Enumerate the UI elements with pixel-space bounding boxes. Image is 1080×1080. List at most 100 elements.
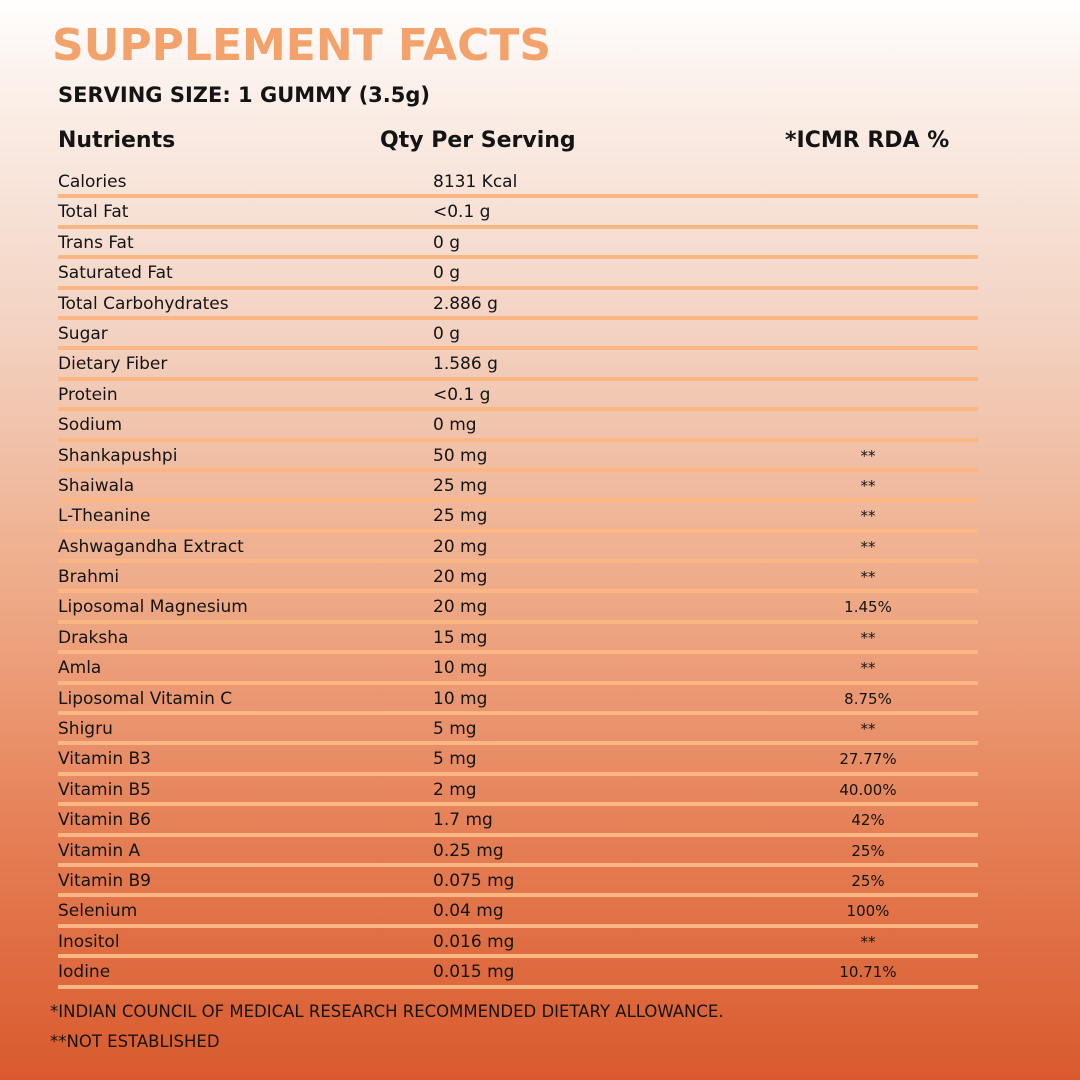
table-row: Total Carbohydrates 2.886 g — [0, 290, 1080, 320]
table-row: Iodine 0.015 mg 10.71% — [0, 958, 1080, 989]
table-row: Total Fat <0.1 g — [0, 198, 1080, 229]
nutrient-rda: ** — [860, 446, 876, 465]
nutrient-name: Calories — [58, 172, 127, 192]
page-title: SUPPLEMENT FACTS — [52, 20, 552, 71]
nutrient-name: Liposomal Magnesium — [58, 597, 248, 618]
nutrient-qty: 0.075 mg — [433, 870, 515, 891]
nutrient-name: Vitamin B9 — [58, 870, 152, 891]
table-row: Liposomal Vitamin C 10 mg 8.75% — [0, 685, 1080, 716]
table-row: Sugar 0 g — [0, 320, 1080, 351]
nutrient-qty: 2.886 g — [433, 293, 498, 314]
nutrient-qty: 0.25 mg — [433, 840, 504, 861]
nutrient-name: Selenium — [58, 901, 138, 922]
row-divider — [58, 255, 978, 260]
footnote-not-established: **NOT ESTABLISHED — [50, 1032, 220, 1051]
nutrient-rda: 25% — [851, 841, 885, 860]
nutrient-name: Brahmi — [58, 567, 120, 588]
row-divider — [58, 984, 978, 989]
table-row: Shaiwala 25 mg ** — [0, 472, 1080, 503]
table-row: L-Theanine 25 mg ** — [0, 502, 1080, 533]
nutrient-qty: 0.016 mg — [433, 931, 515, 952]
nutrient-qty: 10 mg — [433, 658, 488, 679]
nutrient-name: Vitamin B5 — [58, 779, 152, 800]
nutrient-qty: 10 mg — [433, 688, 488, 709]
nutrient-name: Sodium — [58, 415, 123, 436]
nutrient-name: Total Fat — [58, 202, 129, 223]
nutrient-rda: 100% — [846, 902, 890, 921]
nutrient-rda: 8.75% — [844, 689, 892, 708]
row-divider — [58, 437, 978, 442]
nutrient-name: Total Carbohydrates — [58, 293, 229, 314]
nutrient-rda: ** — [860, 476, 876, 495]
nutrient-name: Saturated Fat — [58, 263, 173, 284]
table-row: Inositol 0.016 mg ** — [0, 928, 1080, 959]
nutrient-name: Dietary Fiber — [58, 354, 168, 375]
row-divider — [58, 862, 978, 867]
row-divider — [58, 528, 978, 533]
footnote-icmr: *INDIAN COUNCIL OF MEDICAL RESEARCH RECO… — [50, 1002, 724, 1021]
table-row: Dietary Fiber 1.586 g — [0, 350, 1080, 381]
row-divider — [58, 711, 978, 716]
table-row: Selenium 0.04 mg 100% — [0, 897, 1080, 928]
nutrient-qty: 0 g — [433, 263, 461, 284]
table-row: Trans Fat 0 g — [0, 229, 1080, 260]
nutrient-qty: 0.04 mg — [433, 901, 504, 922]
column-header-rda: *ICMR RDA % — [785, 128, 950, 153]
row-divider — [58, 589, 978, 594]
nutrient-rda: ** — [860, 932, 876, 951]
nutrient-rda: ** — [860, 568, 876, 587]
nutrient-rda: 27.77% — [839, 750, 897, 769]
row-divider — [58, 619, 978, 624]
nutrient-qty: 0 g — [433, 232, 461, 253]
nutrient-name: Liposomal Vitamin C — [58, 688, 233, 709]
table-row: Ashwagandha Extract 20 mg ** — [0, 533, 1080, 564]
nutrient-qty: 5 mg — [433, 749, 477, 770]
row-divider — [58, 802, 978, 807]
nutrient-rda: 42% — [851, 811, 885, 830]
row-divider — [58, 893, 978, 898]
table-row: Vitamin B6 1.7 mg 42% — [0, 806, 1080, 837]
nutrient-rda: ** — [860, 507, 876, 526]
row-divider — [58, 224, 978, 229]
table-header: Nutrients Qty Per Serving *ICMR RDA % — [0, 124, 1080, 160]
nutrient-rda: ** — [860, 537, 876, 556]
row-divider — [58, 376, 978, 381]
nutrient-name: Draksha — [58, 627, 129, 648]
nutrient-qty: 0.015 mg — [433, 962, 515, 983]
nutrient-rda: 25% — [851, 871, 885, 890]
table-row: Amla 10 mg ** — [0, 654, 1080, 685]
nutrient-name: Iodine — [58, 962, 111, 983]
nutrient-qty: 2 mg — [433, 779, 477, 800]
row-divider — [58, 346, 978, 351]
nutrient-qty: <0.1 g — [433, 202, 491, 223]
nutrient-qty: 1.7 mg — [433, 810, 493, 831]
nutrient-qty: 25 mg — [433, 475, 488, 496]
nutrient-name: Protein — [58, 384, 118, 405]
row-divider — [58, 315, 978, 320]
nutrient-table: Calories 8131 Kcal Total Fat <0.1 g Trans Fa… — [0, 168, 1080, 989]
table-row: Brahmi 20 mg ** — [0, 563, 1080, 594]
table-row: Vitamin B3 5 mg 27.77% — [0, 745, 1080, 776]
row-divider — [58, 467, 978, 472]
nutrient-qty: 25 mg — [433, 506, 488, 527]
nutrient-name: Inositol — [58, 931, 120, 952]
nutrient-qty: 50 mg — [433, 445, 488, 466]
nutrient-rda: ** — [860, 628, 876, 647]
column-header-nutrients: Nutrients — [58, 128, 176, 153]
nutrient-rda: 10.71% — [839, 963, 897, 982]
nutrient-qty: 15 mg — [433, 627, 488, 648]
table-row: Vitamin A 0.25 mg 25% — [0, 837, 1080, 867]
nutrient-rda: 1.45% — [844, 598, 892, 617]
nutrient-qty: <0.1 g — [433, 384, 491, 405]
column-header-qty: Qty Per Serving — [380, 128, 576, 153]
row-divider — [58, 680, 978, 685]
row-divider — [58, 923, 978, 928]
nutrient-name: Vitamin B6 — [58, 810, 152, 831]
table-row: Vitamin B5 2 mg 40.00% — [0, 776, 1080, 807]
table-row: Draksha 15 mg ** — [0, 624, 1080, 655]
table-row: Vitamin B9 0.075 mg 25% — [0, 867, 1080, 898]
nutrient-qty: 1.586 g — [433, 354, 498, 375]
row-divider — [58, 954, 978, 959]
nutrient-rda: ** — [860, 720, 876, 739]
table-row: Calories 8131 Kcal — [0, 168, 1080, 199]
